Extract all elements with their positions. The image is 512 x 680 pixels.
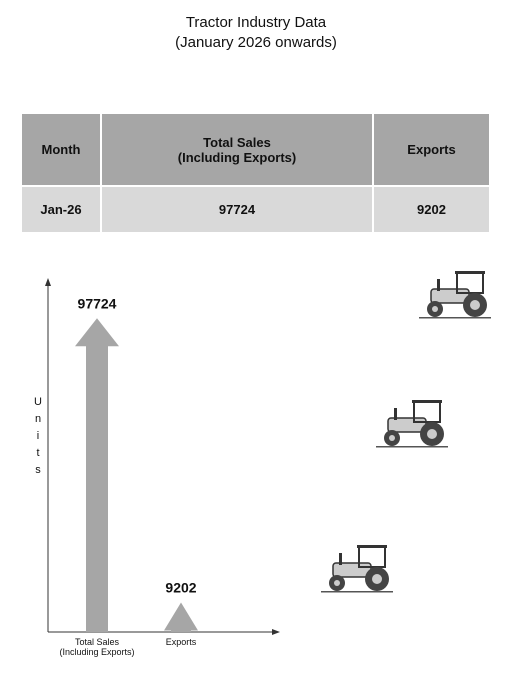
y-axis-arrow (45, 278, 51, 286)
cell: Jan-26 (20, 185, 102, 234)
tractor-icon (375, 399, 449, 449)
x-axis-arrow (272, 629, 280, 635)
tractor-icon (320, 544, 394, 594)
header-cell: Month (20, 112, 102, 187)
data-label: 9202 (165, 579, 196, 595)
header-cell: Exports (372, 112, 491, 187)
arrow-bar (75, 318, 119, 632)
tractor-icon (418, 270, 492, 320)
x-tick-label: Total Sales (Including Exports) (59, 637, 135, 657)
cell: 97724 (100, 185, 374, 234)
data-row: Jan-26 97724 9202 (20, 185, 491, 234)
arrow-bar (164, 602, 198, 632)
title: Tractor Industry Data (185, 14, 327, 31)
cell: 9202 (372, 185, 491, 234)
header-cell: Total Sales (Including Exports) (100, 112, 374, 187)
data-table: Month Total Sales (Including Exports) Ex… (20, 112, 491, 234)
y-axis-label: Units (32, 396, 44, 481)
subtitle: (January 2026 onwards) (175, 34, 337, 51)
header-row: Month Total Sales (Including Exports) Ex… (20, 112, 491, 187)
x-tick-label: Exports (165, 637, 197, 647)
data-label: 97724 (78, 295, 117, 311)
